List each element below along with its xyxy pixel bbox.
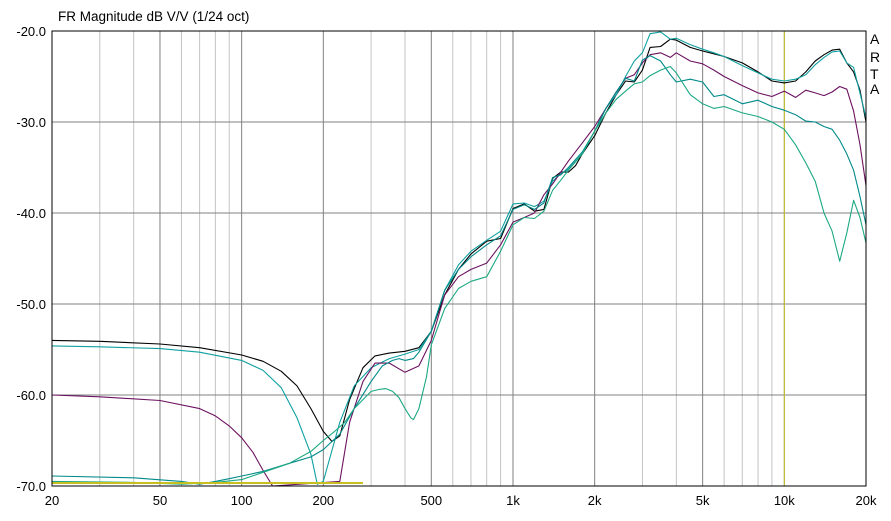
y-tick-label: -30.0 bbox=[16, 115, 46, 130]
x-tick-label: 500 bbox=[420, 493, 442, 508]
y-tick-label: -40.0 bbox=[16, 206, 46, 221]
x-tick-label: 5k bbox=[696, 493, 710, 508]
x-tick-label: 50 bbox=[153, 493, 167, 508]
series-line-5 bbox=[52, 65, 866, 485]
x-tick-label: 10k bbox=[774, 493, 795, 508]
x-tick-label: 2k bbox=[588, 493, 602, 508]
x-tick-label: 1k bbox=[506, 493, 520, 508]
x-tick-label: 200 bbox=[312, 493, 334, 508]
plot-frame bbox=[51, 30, 867, 487]
brand-letter-4: A bbox=[870, 81, 880, 97]
brand-letter-1: A bbox=[870, 31, 880, 47]
x-tick-label: 100 bbox=[231, 493, 253, 508]
y-tick-label: -70.0 bbox=[16, 479, 46, 494]
x-tick-label: 20k bbox=[856, 493, 877, 508]
chart-title: FR Magnitude dB V/V (1/24 oct) bbox=[58, 9, 249, 24]
x-tick-label: 20 bbox=[45, 493, 59, 508]
y-axis-tick-labels: -20.0 -30.0 -40.0 -50.0 -60.0 -70.0 bbox=[16, 24, 46, 494]
x-axis-tick-labels: 20 50 100 200 500 1k 2k 5k 10k 20k bbox=[45, 493, 877, 508]
brand-letter-3: T bbox=[870, 66, 879, 82]
y-tick-label: -60.0 bbox=[16, 388, 46, 403]
series-group bbox=[52, 31, 866, 486]
y-tick-label: -20.0 bbox=[16, 24, 46, 39]
y-tick-label: -50.0 bbox=[16, 297, 46, 312]
brand-letter-2: R bbox=[870, 49, 880, 65]
grid bbox=[52, 31, 866, 486]
arta-brand: A R T A bbox=[870, 31, 880, 97]
series-line-4 bbox=[52, 55, 866, 485]
